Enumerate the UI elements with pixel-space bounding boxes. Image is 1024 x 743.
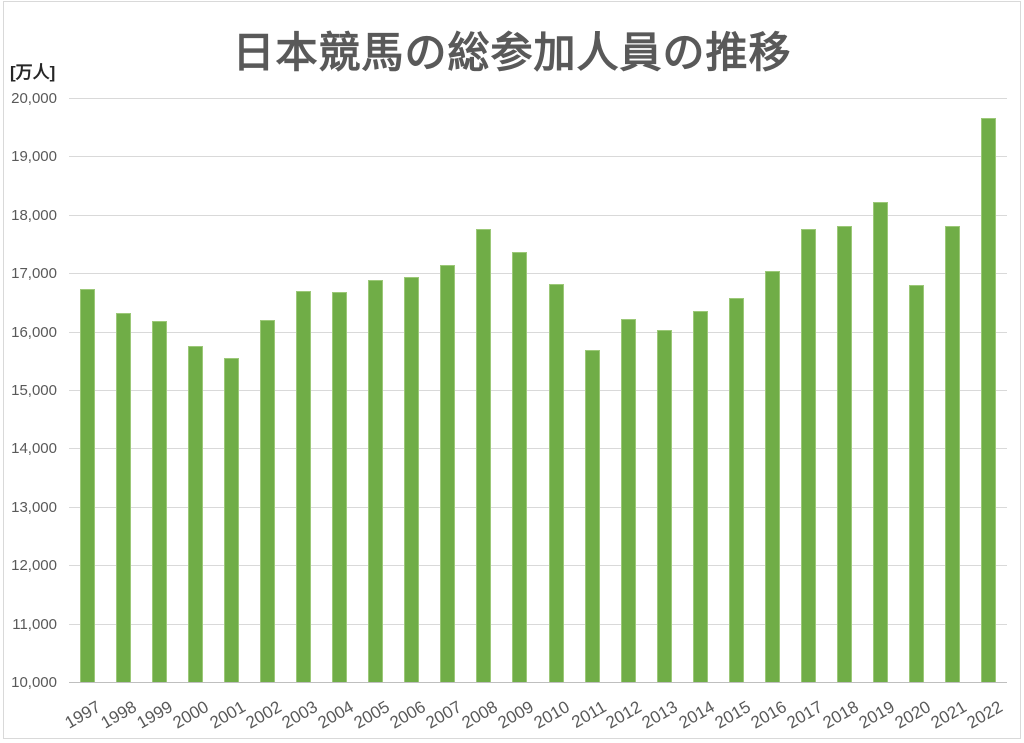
bar-2020 xyxy=(909,285,924,682)
y-tick-label-13000: 13,000 xyxy=(11,498,57,516)
gridline-15000 xyxy=(69,390,1007,391)
y-axis-unit-label: [万人] xyxy=(10,63,56,82)
x-tick-label-2001: 2001 xyxy=(206,697,249,733)
bar-2002 xyxy=(260,319,275,682)
y-tick-label-11000: 11,000 xyxy=(12,615,57,633)
bar-2019 xyxy=(873,201,888,682)
bar-2021 xyxy=(945,226,960,682)
y-tick-label-16000: 16,000 xyxy=(11,323,57,341)
bar-2008 xyxy=(476,228,491,682)
gridline-16000 xyxy=(69,331,1007,333)
y-tick-label-15000: 15,000 xyxy=(11,382,57,399)
x-tick-label-2010: 2010 xyxy=(530,697,574,733)
x-tick-label-2002: 2002 xyxy=(242,697,285,733)
bar-2001 xyxy=(224,358,239,682)
x-tick-label-2014: 2014 xyxy=(675,697,718,733)
y-tick-label-20000: 20,000 xyxy=(11,90,57,107)
x-tick-label-2022: 2022 xyxy=(963,697,1006,733)
gridline-17000 xyxy=(69,273,1007,275)
bar-2007 xyxy=(440,265,455,682)
x-axis-line xyxy=(69,682,1007,683)
gridline-20000 xyxy=(69,98,1007,99)
y-tick-label-19000: 19,000 xyxy=(11,148,57,166)
x-tick-label-2004: 2004 xyxy=(314,697,357,733)
bar-2013 xyxy=(657,330,672,682)
x-tick-label-2003: 2003 xyxy=(278,697,321,733)
bar-2000 xyxy=(188,345,203,682)
gridline-11000 xyxy=(69,623,1007,625)
bar-2018 xyxy=(837,225,852,682)
chart-title: 日本競馬の総参加人員の推移 xyxy=(232,29,792,76)
x-tick-label-2015: 2015 xyxy=(711,697,754,733)
bar-2022 xyxy=(981,117,996,682)
y-tick-label-12000: 12,000 xyxy=(11,557,57,575)
bar-2005 xyxy=(368,279,383,682)
gridline-19000 xyxy=(69,156,1007,158)
gridline-12000 xyxy=(69,565,1007,567)
bar-2009 xyxy=(512,252,527,682)
y-tick-label-18000: 18,000 xyxy=(11,206,57,224)
x-tick-label-2017: 2017 xyxy=(783,697,826,733)
bar-2015 xyxy=(729,298,744,682)
y-tick-label-10000: 10,000 xyxy=(11,674,57,691)
gridline-18000 xyxy=(69,214,1007,216)
y-tick-label-17000: 17,000 xyxy=(11,265,57,283)
gridline-14000 xyxy=(69,448,1007,450)
bar-2014 xyxy=(693,310,708,682)
bar-1998 xyxy=(116,313,131,682)
x-tick-label-2000: 2000 xyxy=(170,697,213,733)
bar-2006 xyxy=(404,277,419,682)
bar-2010 xyxy=(549,283,564,682)
x-tick-label-2018: 2018 xyxy=(819,697,862,733)
bar-2011 xyxy=(585,349,600,682)
bar-2012 xyxy=(621,318,636,682)
x-tick-label-2013: 2013 xyxy=(639,697,682,733)
gridline-13000 xyxy=(69,506,1007,508)
bar-2004 xyxy=(332,291,347,682)
x-tick-label-2016: 2016 xyxy=(747,697,790,733)
plot-area xyxy=(69,98,1007,683)
y-tick-label-14000: 14,000 xyxy=(11,440,57,458)
bar-2003 xyxy=(296,291,311,682)
bar-1997 xyxy=(80,288,95,682)
bar-2016 xyxy=(765,271,780,682)
x-tick-label-2005: 2005 xyxy=(350,697,393,733)
bar-1999 xyxy=(152,321,167,682)
bar-2017 xyxy=(801,228,816,682)
